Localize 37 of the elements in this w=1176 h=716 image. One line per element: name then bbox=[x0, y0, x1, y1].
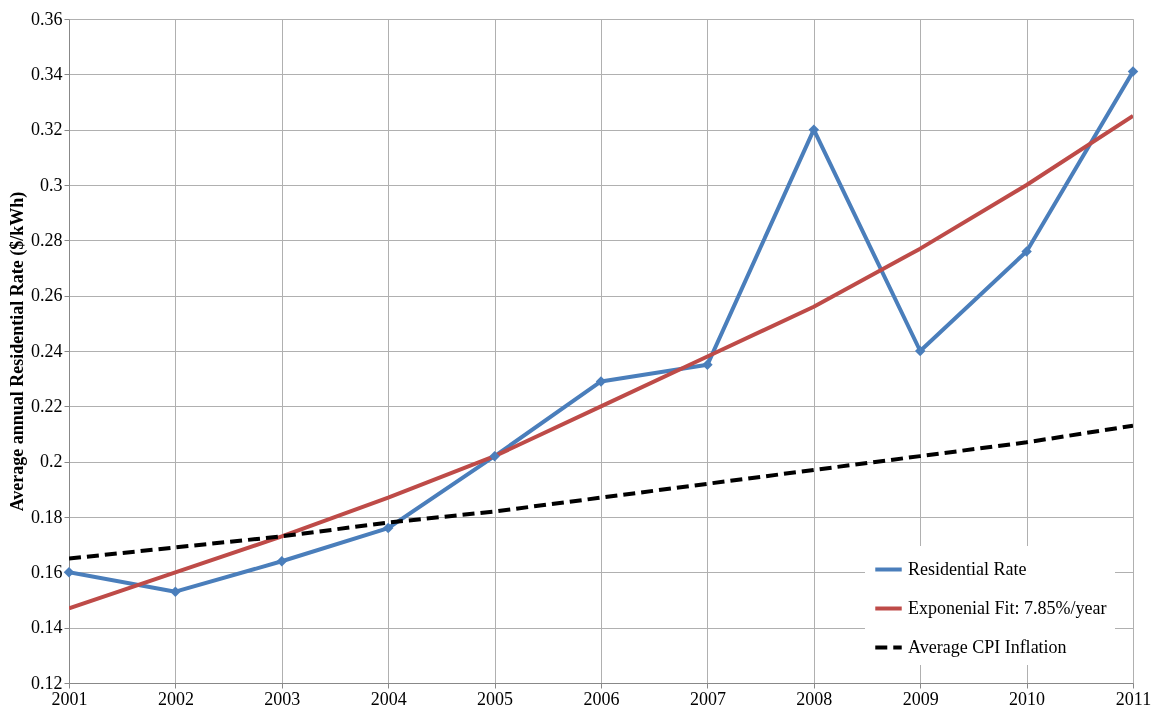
legend-label: Residential Rate bbox=[908, 558, 1027, 579]
y-tick-label: 0.14 bbox=[31, 617, 63, 638]
point bbox=[914, 345, 926, 357]
point bbox=[382, 522, 394, 534]
y-axis-title: Average annual Residential Rate ($/kWh) bbox=[7, 191, 28, 512]
x-tick-label: 2004 bbox=[370, 688, 407, 709]
y-tick-label: 0.34 bbox=[31, 63, 63, 84]
y-tick-label: 0.28 bbox=[31, 229, 63, 250]
y-tick-label: 0.26 bbox=[31, 285, 63, 306]
point bbox=[489, 450, 500, 462]
x-tick-label: 2005 bbox=[477, 688, 514, 709]
point bbox=[595, 376, 607, 387]
y-tick-label: 0.32 bbox=[31, 119, 63, 140]
x-tick-label: 2006 bbox=[583, 688, 620, 709]
point bbox=[702, 359, 713, 371]
x-tick-label: 2008 bbox=[796, 688, 833, 709]
x-tick-label: 2007 bbox=[689, 688, 726, 709]
x-tick-label: 2011 bbox=[1115, 688, 1152, 709]
point bbox=[276, 556, 288, 567]
x-tick-label: 2010 bbox=[1009, 688, 1046, 709]
x-tick-label: 2003 bbox=[264, 688, 301, 709]
point bbox=[1127, 66, 1139, 77]
point bbox=[170, 586, 181, 597]
legend-label: Exponenial Fit: 7.85%/year bbox=[908, 597, 1107, 618]
y-tick-label: 0.24 bbox=[31, 340, 63, 361]
y-tick-label: 0.16 bbox=[31, 561, 63, 582]
y-tick-label: 0.22 bbox=[31, 395, 63, 416]
y-tick-label: 0.36 bbox=[31, 8, 63, 29]
y-tick-label: 0.2 bbox=[40, 451, 63, 472]
point bbox=[1021, 246, 1032, 257]
x-tick-label: 2009 bbox=[902, 688, 939, 709]
y-tick-label: 0.3 bbox=[40, 174, 63, 195]
point bbox=[808, 124, 820, 135]
x-tick-label: 2002 bbox=[157, 688, 194, 709]
line-series bbox=[69, 423, 1133, 561]
legend-label: Average CPI Inflation bbox=[908, 636, 1067, 657]
y-tick-label: 0.18 bbox=[31, 506, 63, 527]
